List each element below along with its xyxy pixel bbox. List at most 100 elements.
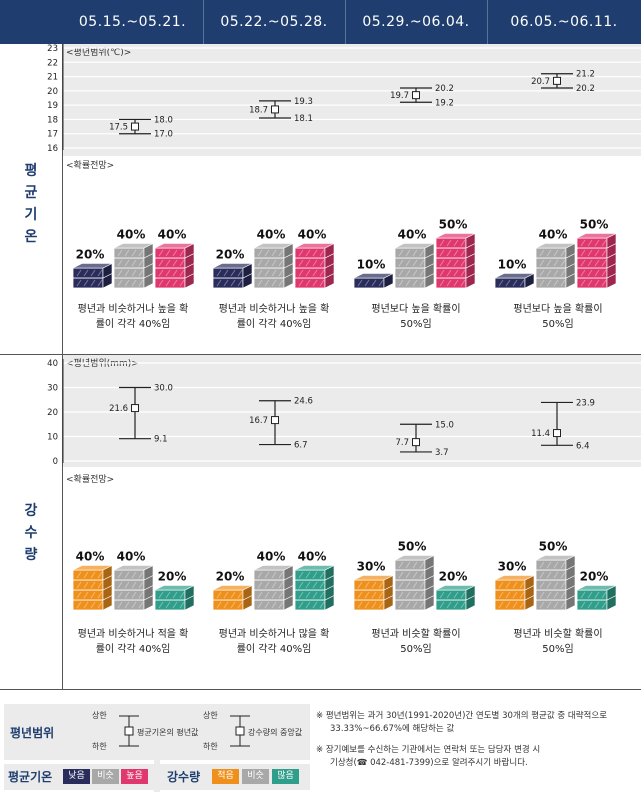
precip-prob-stack-비슷 — [113, 565, 154, 611]
precip-range-chart: 0 10 20 30 40 21.6 30.0 9.1 16.7 24.6 6.7 7.7 15.0 3.… — [47, 359, 641, 467]
temp-range-mid-label: 20.7 — [531, 77, 550, 87]
bottom-divider — [0, 689, 641, 690]
temp-range-mid-marker — [553, 76, 561, 85]
precip-range-mid-marker — [553, 429, 561, 438]
precip-range-mid-marker — [271, 416, 279, 425]
period-header: 05.15.~05.21. 05.22.~05.28. 05.29.~06.04… — [0, 0, 641, 44]
label-char: 평 — [24, 163, 38, 179]
temp-range-chart: 16 17 18 19 20 21 22 23 17.5 18.0 17.0 18.7 19.3 18.1… — [47, 44, 641, 154]
precip-prob-stack-적음 — [212, 585, 253, 611]
legend-range-icons — [119, 715, 250, 747]
temp-range-mid-label: 17.5 — [109, 123, 128, 133]
temp-prob-stack-낮음 — [353, 273, 394, 289]
precipitation-section-label: 강 수 량 — [0, 500, 62, 566]
precip-range-mid-label: 7.7 — [395, 438, 409, 448]
temp-range-mid-marker — [131, 122, 139, 131]
temp-prob-pct-label: 40% — [158, 228, 187, 242]
temp-range-ytick: 21 — [47, 73, 58, 83]
temp-range-mid-marker — [412, 91, 420, 100]
precip-prob-pct-label: 40% — [117, 550, 146, 564]
precip-range-mid-label: 21.6 — [109, 404, 128, 414]
temp-range-high-label: 21.2 — [576, 70, 595, 80]
temp-range-ytick: 16 — [47, 144, 58, 154]
chip-temp-low: 낮음 — [63, 769, 90, 784]
temp-prob-stack-높음 — [435, 233, 476, 289]
precip-range-tag: <평년범위(mm)> — [66, 359, 139, 369]
legend-panel: 평년범위 상한 하한 평균기온의 평년값 상한 하한 강수량의 중앙값 평균기온… — [4, 704, 310, 792]
temp-prob-pct-label: 40% — [539, 228, 568, 242]
chip-precip-low: 적음 — [212, 769, 239, 784]
temp-desc-4: 평년보다 높을 확률이 50%임 — [513, 304, 603, 330]
temp-range-low-label: 18.1 — [294, 114, 313, 124]
temp-range-tag: <평년범위(℃)> — [66, 48, 132, 58]
section-divider — [0, 354, 641, 355]
legend-lower-1: 하한 — [92, 742, 107, 751]
temp-prob-pct-label: 40% — [257, 228, 286, 242]
temp-range-mid-label: 18.7 — [249, 105, 268, 115]
temp-range-mid-label: 19.7 — [390, 91, 409, 101]
precip-desc-1: 평년과 비슷하거나 적을 확 률이 각각 40%임 — [77, 629, 189, 655]
temp-range-low-label: 17.0 — [154, 130, 173, 140]
temp-prob-stack-높음 — [576, 233, 617, 289]
temp-prob-stack-낮음 — [494, 273, 535, 289]
legend-precip-mid: 강수량의 중앙값 — [248, 728, 303, 737]
precip-prob-pct-label: 20% — [580, 570, 609, 584]
legend-temp-title: 평균기온 — [8, 770, 53, 784]
precip-prob-pct-label: 30% — [498, 560, 527, 574]
precip-range-mid-marker — [412, 438, 420, 447]
temp-prob-pct-label: 40% — [398, 228, 427, 242]
temp-prob-stack-비슷 — [253, 243, 294, 289]
label-char: 량 — [24, 547, 38, 563]
precip-prob-pct-label: 40% — [298, 550, 327, 564]
temp-prob-stack-높음 — [154, 243, 195, 289]
precip-range-low-label: 6.7 — [294, 441, 308, 451]
temp-desc-2: 평년과 비슷하거나 높을 확 률이 각각 40%임 — [218, 304, 330, 330]
temp-prob-pct-label: 40% — [298, 228, 327, 242]
temperature-section-label: 평 균 기 온 — [0, 160, 62, 248]
precip-range-ytick: 40 — [47, 359, 58, 369]
temp-range-high-label: 18.0 — [154, 115, 173, 125]
temp-prob-pct-label: 10% — [357, 258, 386, 272]
temp-range-high-label: 20.2 — [435, 84, 454, 94]
precip-desc-3: 평년과 비슷할 확률이 50%임 — [371, 629, 461, 655]
precip-prob-stack-비슷 — [535, 555, 576, 611]
legend-range-title: 평년범위 — [10, 726, 55, 740]
period-4: 06.05.~06.11. — [510, 14, 618, 30]
chip-precip-high: 많음 — [272, 769, 299, 784]
temp-range-ytick: 23 — [47, 44, 58, 54]
precip-range-ytick: 20 — [47, 408, 58, 418]
precip-prob-stack-적음 — [72, 565, 113, 611]
label-char: 강 — [24, 503, 38, 519]
precip-range-bg — [63, 355, 641, 467]
precip-desc-4: 평년과 비슷할 확률이 50%임 — [513, 629, 603, 655]
precip-prob-pct-label: 50% — [539, 540, 568, 554]
legend-precip-title: 강수량 — [167, 770, 201, 784]
precip-prob-pct-label: 30% — [357, 560, 386, 574]
precip-range-ytick: 30 — [47, 384, 58, 394]
temp-range-ytick: 19 — [47, 101, 58, 111]
temp-range-ytick: 17 — [47, 130, 58, 140]
label-char: 기 — [24, 207, 38, 223]
temp-prob-stack-낮음 — [72, 263, 113, 289]
precip-prob-stack-비슷 — [253, 565, 294, 611]
precip-range-high-label: 30.0 — [154, 384, 173, 394]
precip-prob-stack-적음 — [494, 575, 535, 611]
precip-range-ytick: 10 — [47, 433, 58, 443]
temp-prob-pct-label: 50% — [580, 218, 609, 232]
precip-prob-pct-label: 20% — [439, 570, 468, 584]
precip-range-low-label: 3.7 — [435, 448, 449, 458]
precip-prob-pct-label: 40% — [257, 550, 286, 564]
legend-upper-2: 상한 — [203, 711, 218, 720]
precip-prob-stack-많음 — [154, 585, 195, 611]
legend-temp-mid: 평균기온의 평년값 — [137, 728, 199, 737]
precip-prob-pct-label: 50% — [398, 540, 427, 554]
note-range: ※ 평년범위는 과거 30년(1991-2020년)간 연도별 30개의 평균값… — [316, 711, 608, 734]
label-char: 온 — [24, 229, 38, 245]
chip-temp-high: 높음 — [121, 769, 148, 784]
temp-prob-pct-label: 20% — [76, 248, 105, 262]
precip-prob-pct-label: 20% — [158, 570, 187, 584]
precip-prob-stack-많음 — [435, 585, 476, 611]
temp-prob-chart: 20% 40% 40% 20% 40% 40% 10% 40% 50% 10% 40% 50% — [72, 218, 617, 289]
temp-range-mid-marker — [271, 105, 279, 114]
precip-prob-stack-많음 — [294, 565, 335, 611]
